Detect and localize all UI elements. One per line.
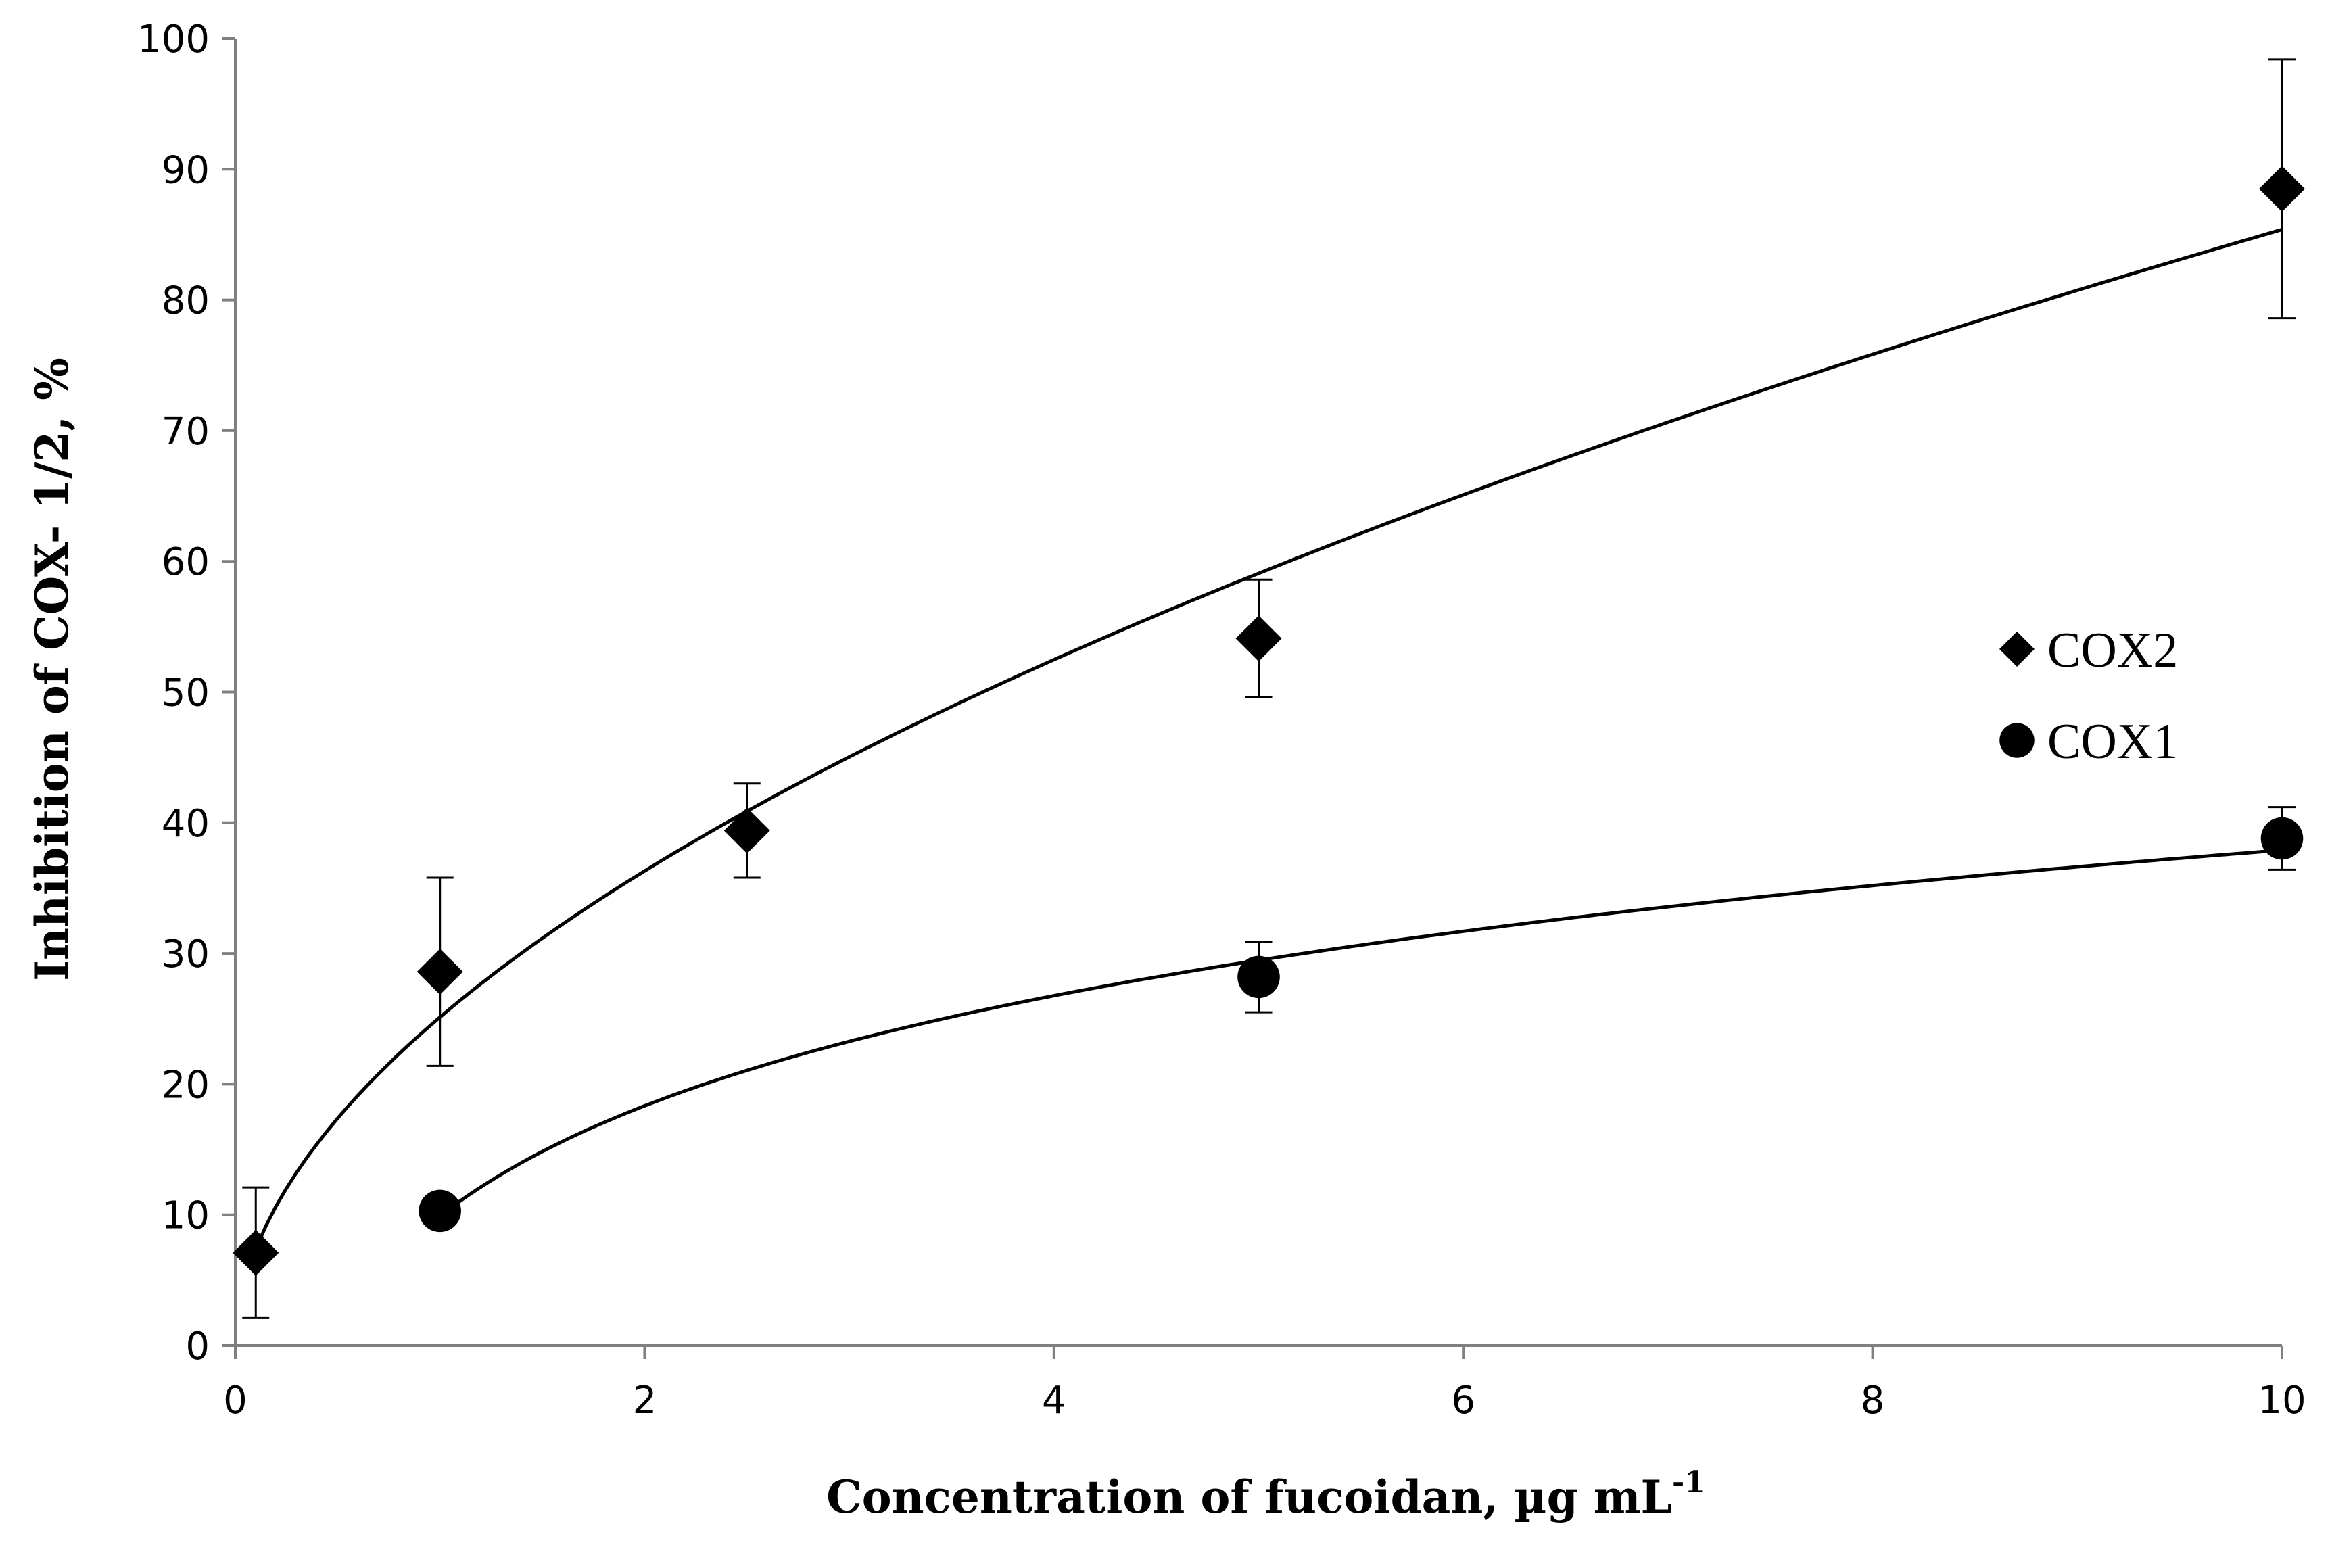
y-tick-label: 40	[162, 802, 210, 846]
y-tick-label: 0	[185, 1325, 210, 1369]
legend-entry-cox2: COX2	[1999, 623, 2178, 678]
x-tick-label: 4	[1042, 1379, 1066, 1423]
error-bars	[242, 58, 2296, 1319]
data-point-cox2	[417, 949, 463, 995]
y-tick-label: 70	[162, 410, 210, 454]
y-tick-label: 10	[162, 1194, 210, 1238]
legend-label: COX1	[2047, 714, 2178, 769]
legend-entry-cox1: COX1	[1999, 714, 2178, 769]
y-axis-title: Inhibition of COX- 1/2, %	[26, 358, 78, 981]
x-axis-title: Concentration of fucoidan, µg mL-1	[826, 1465, 1705, 1523]
x-tick-label: 0	[223, 1379, 247, 1423]
data-point-cox1	[419, 1189, 461, 1233]
y-tick-label: 20	[162, 1063, 210, 1107]
data-point-cox1	[1237, 955, 1280, 999]
legend: COX2 COX1	[1999, 623, 2178, 769]
legend-marker	[1999, 632, 2035, 667]
legend-marker	[1999, 723, 2035, 758]
x-tick-label: 10	[2258, 1379, 2306, 1423]
data-point-cox2	[723, 807, 770, 854]
y-tick-label: 90	[162, 148, 210, 192]
y-tick-label: 60	[162, 540, 210, 584]
x-tick-label: 8	[1861, 1379, 1885, 1423]
x-axis-ticks: 0 2 4 6 8 10	[223, 1346, 2306, 1423]
x-tick-label: 2	[633, 1379, 657, 1423]
y-axis-ticks: 0 10 20 30 40 50 60 70 80 90 100	[137, 18, 235, 1369]
data-points	[233, 166, 2305, 1276]
trendline-cox1	[439, 848, 2283, 1218]
trendline-cox2	[254, 228, 2283, 1250]
data-point-cox2	[1235, 615, 1282, 662]
legend-label: COX2	[2047, 623, 2178, 678]
y-tick-label: 30	[162, 932, 210, 976]
data-point-cox2	[2259, 166, 2305, 212]
y-tick-label: 80	[162, 279, 210, 323]
data-point-cox1	[2260, 817, 2304, 860]
x-tick-label: 6	[1451, 1379, 1475, 1423]
trendlines	[254, 228, 2283, 1250]
data-point-cox2	[233, 1229, 279, 1276]
y-tick-label: 100	[137, 18, 210, 62]
y-tick-label: 50	[162, 671, 210, 715]
